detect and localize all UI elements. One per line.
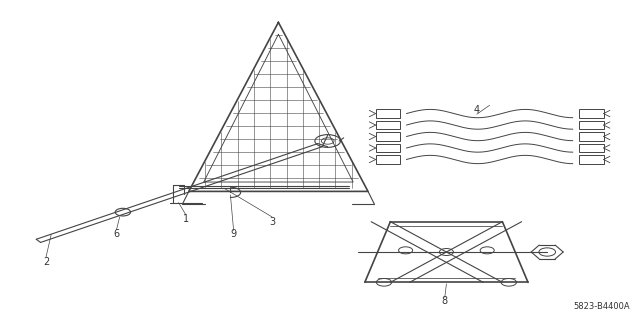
Bar bbox=[579, 121, 604, 129]
Text: 6: 6 bbox=[113, 229, 120, 240]
Text: 5823-B4400A: 5823-B4400A bbox=[574, 302, 630, 311]
Bar bbox=[579, 155, 604, 164]
Bar bbox=[376, 155, 400, 164]
Bar bbox=[376, 132, 400, 141]
Bar bbox=[579, 144, 604, 152]
Text: 3: 3 bbox=[269, 217, 275, 227]
Bar bbox=[579, 132, 604, 141]
Bar bbox=[579, 109, 604, 118]
Text: 2: 2 bbox=[43, 256, 49, 267]
Text: 4: 4 bbox=[474, 105, 480, 115]
Text: 9: 9 bbox=[230, 229, 237, 240]
Bar bbox=[376, 121, 400, 129]
Bar bbox=[376, 144, 400, 152]
Text: 8: 8 bbox=[442, 296, 448, 307]
Bar bbox=[376, 109, 400, 118]
Text: 1: 1 bbox=[182, 213, 189, 224]
